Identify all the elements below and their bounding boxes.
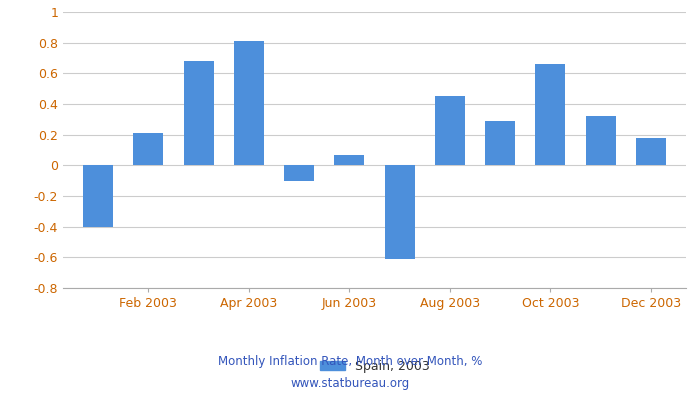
Bar xyxy=(636,138,666,165)
Bar xyxy=(183,61,214,165)
Text: Monthly Inflation Rate, Month over Month, %: Monthly Inflation Rate, Month over Month… xyxy=(218,356,482,368)
Bar xyxy=(133,133,164,165)
Bar xyxy=(536,64,566,165)
Bar xyxy=(585,116,616,165)
Bar xyxy=(435,96,465,165)
Bar xyxy=(284,165,314,181)
Bar xyxy=(485,121,515,165)
Bar xyxy=(335,154,365,165)
Bar xyxy=(234,41,264,165)
Legend: Spain, 2003: Spain, 2003 xyxy=(314,355,435,378)
Bar xyxy=(384,165,414,259)
Text: www.statbureau.org: www.statbureau.org xyxy=(290,378,410,390)
Bar xyxy=(83,165,113,227)
